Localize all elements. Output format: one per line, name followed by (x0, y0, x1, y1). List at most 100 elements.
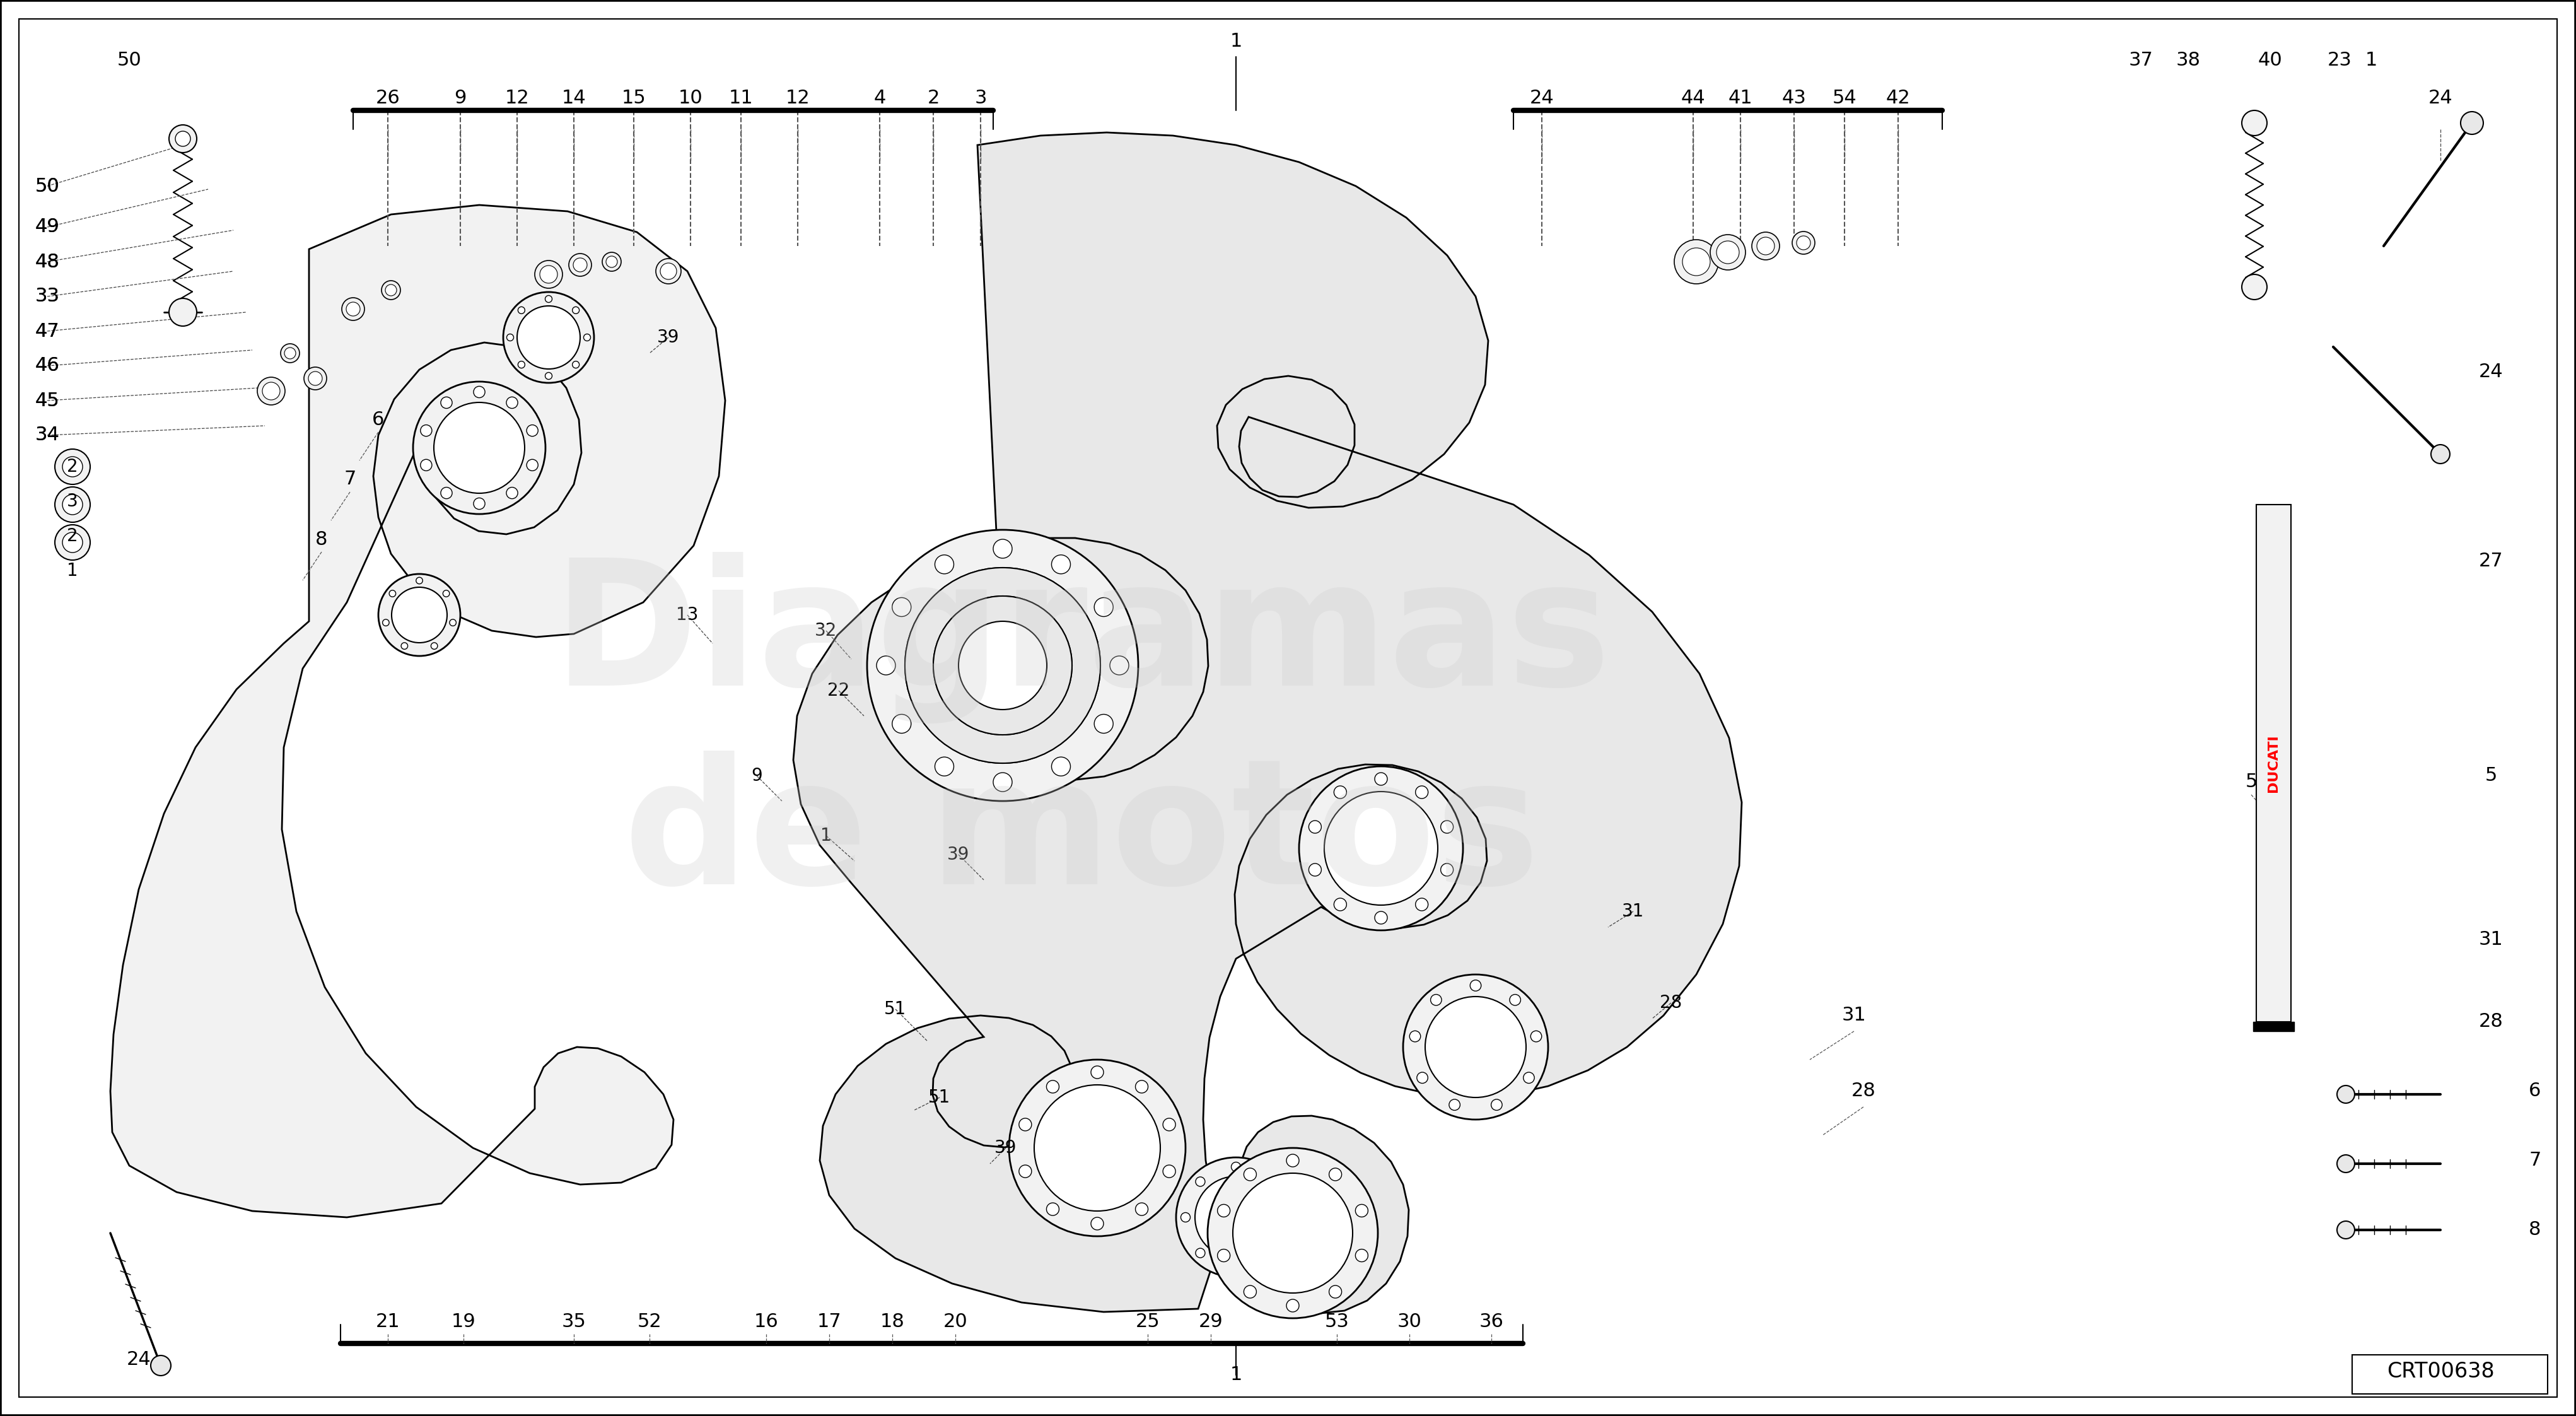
Circle shape (1334, 786, 1347, 799)
Circle shape (258, 377, 286, 405)
Circle shape (1046, 1202, 1059, 1215)
Text: 45: 45 (36, 391, 59, 409)
Text: 2: 2 (927, 89, 940, 108)
Circle shape (1404, 974, 1548, 1120)
Text: 42: 42 (1886, 89, 1911, 108)
Circle shape (1231, 1263, 1242, 1273)
Circle shape (546, 372, 551, 379)
Circle shape (1218, 1249, 1231, 1262)
Text: 47: 47 (36, 321, 59, 340)
Text: 45: 45 (36, 391, 59, 409)
Circle shape (572, 307, 580, 314)
Text: 32: 32 (814, 622, 837, 640)
Circle shape (430, 643, 438, 650)
Text: 13: 13 (675, 606, 698, 624)
Text: 3: 3 (974, 89, 987, 108)
Circle shape (420, 459, 433, 470)
Circle shape (2336, 1086, 2354, 1103)
Text: 22: 22 (827, 683, 850, 700)
Text: 7: 7 (2530, 1151, 2540, 1170)
Text: 44: 44 (1682, 89, 1705, 108)
Text: 48: 48 (36, 252, 59, 270)
Text: 34: 34 (36, 426, 59, 445)
Circle shape (1298, 766, 1463, 930)
Circle shape (1682, 248, 1710, 276)
Circle shape (1674, 239, 1718, 283)
Circle shape (1195, 1249, 1206, 1257)
Circle shape (309, 371, 322, 385)
Circle shape (541, 266, 556, 283)
Text: 35: 35 (562, 1313, 587, 1331)
Circle shape (1092, 1218, 1103, 1231)
Circle shape (891, 598, 912, 616)
Circle shape (994, 773, 1012, 792)
Circle shape (1283, 1212, 1291, 1222)
Circle shape (526, 459, 538, 470)
Text: 39: 39 (994, 1138, 1018, 1157)
Circle shape (392, 588, 448, 643)
Text: 27: 27 (2478, 552, 2504, 571)
Circle shape (659, 263, 677, 279)
Circle shape (1752, 232, 1780, 261)
Circle shape (1795, 236, 1811, 249)
Circle shape (1033, 1085, 1159, 1211)
Text: 34: 34 (36, 426, 59, 445)
Text: 51: 51 (927, 1089, 951, 1106)
Circle shape (933, 596, 1072, 735)
Circle shape (417, 578, 422, 583)
Text: 17: 17 (817, 1313, 842, 1331)
Circle shape (402, 643, 407, 650)
Circle shape (1440, 864, 1453, 877)
Text: 47: 47 (36, 321, 59, 340)
Circle shape (1324, 792, 1437, 905)
Text: 28: 28 (1852, 1082, 1875, 1100)
Text: 24: 24 (126, 1349, 152, 1368)
Text: 4: 4 (873, 89, 886, 108)
Text: 7: 7 (343, 470, 355, 489)
Circle shape (518, 306, 580, 370)
Circle shape (1409, 1031, 1419, 1042)
Circle shape (152, 1355, 170, 1375)
Circle shape (1414, 786, 1427, 799)
Text: 15: 15 (621, 89, 647, 108)
Circle shape (1095, 714, 1113, 733)
Circle shape (904, 568, 1100, 763)
Circle shape (283, 347, 296, 358)
Circle shape (657, 259, 680, 283)
Circle shape (170, 299, 196, 326)
Circle shape (1051, 555, 1072, 573)
Circle shape (1177, 1157, 1296, 1277)
Circle shape (379, 573, 461, 656)
Text: 28: 28 (1659, 994, 1682, 1011)
Circle shape (1267, 1249, 1275, 1257)
Circle shape (1430, 994, 1443, 1005)
Bar (2352, 1355, 2548, 1393)
Circle shape (2336, 1221, 2354, 1239)
Circle shape (62, 494, 82, 514)
Text: 49: 49 (36, 218, 59, 236)
Circle shape (868, 530, 1139, 801)
Circle shape (546, 296, 551, 303)
Text: 16: 16 (755, 1313, 778, 1331)
Text: 5: 5 (2486, 766, 2496, 784)
Text: DUCATI: DUCATI (2267, 735, 2280, 792)
Text: 19: 19 (451, 1313, 477, 1331)
Circle shape (175, 132, 191, 146)
Text: 6: 6 (374, 411, 384, 429)
Circle shape (1180, 1212, 1190, 1222)
Text: 25: 25 (1136, 1313, 1159, 1331)
Circle shape (440, 487, 453, 498)
Circle shape (935, 758, 953, 776)
Bar (2257, 504, 2290, 1022)
Circle shape (1417, 1072, 1427, 1083)
Text: 14: 14 (562, 89, 587, 108)
Text: 31: 31 (1623, 902, 1643, 920)
Circle shape (1267, 1177, 1275, 1187)
Circle shape (1110, 656, 1128, 675)
Circle shape (62, 456, 82, 477)
Text: 2: 2 (67, 457, 77, 476)
Circle shape (474, 387, 484, 398)
Circle shape (518, 361, 526, 368)
Circle shape (1195, 1177, 1206, 1187)
Circle shape (1092, 1066, 1103, 1079)
